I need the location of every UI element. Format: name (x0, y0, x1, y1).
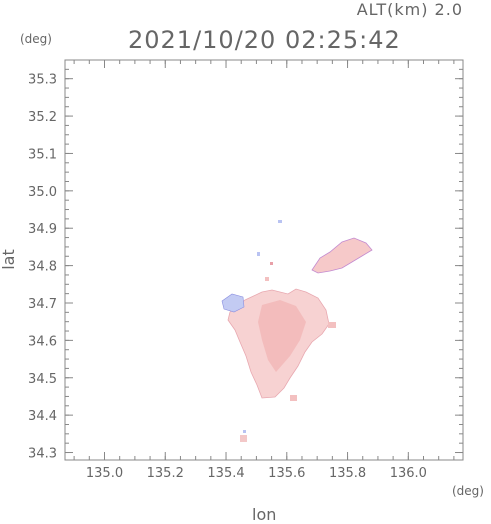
y-tick-label: 34.5 (28, 372, 57, 387)
y-tick-label: 34.3 (28, 447, 57, 462)
y-tick-label: 34.4 (28, 409, 57, 424)
y-tick-label: 35.2 (28, 110, 57, 125)
plot-frame (64, 59, 464, 461)
x-axis-label: lon (252, 505, 277, 524)
echo-speck (243, 430, 246, 433)
y-tick-label: 34.7 (28, 297, 57, 312)
echo-speck (265, 277, 269, 281)
echo-speck (278, 220, 282, 223)
x-tick-label: 135.8 (329, 466, 366, 481)
echo-core-region (258, 300, 306, 372)
x-tick-label: 135.6 (268, 466, 305, 481)
lat-unit-label: (deg) (20, 32, 52, 46)
altitude-label: ALT(km) 2.0 (356, 0, 463, 19)
y-tick-label: 34.6 (28, 334, 57, 349)
echo-northeast-cluster (311, 237, 373, 274)
echo-speck (290, 395, 297, 401)
echo-field (221, 220, 373, 442)
echo-speck (270, 262, 273, 265)
y-tick-label: 35.1 (28, 147, 57, 162)
y-tick-label: 35.3 (28, 73, 57, 88)
axis-ticks: 135.0 135.2 135.4 135.6 135.8 136.0 35.3 35.2 35… (28, 59, 463, 481)
x-tick-label: 135.2 (147, 466, 184, 481)
y-tick-label: 34.9 (28, 222, 57, 237)
y-tick-label: 34.8 (28, 260, 57, 275)
timestamp: 2021/10/20 02:25:42 (128, 26, 401, 54)
x-tick-label: 135.0 (86, 466, 123, 481)
echo-speck (328, 322, 336, 328)
lon-unit-label: (deg) (452, 484, 484, 498)
echo-speck (257, 252, 260, 256)
echo-negative-patch (221, 293, 245, 313)
echo-speck (240, 435, 247, 442)
y-tick-label: 35.0 (28, 185, 57, 200)
x-tick-label: 135.4 (207, 466, 244, 481)
x-tick-label: 136.0 (390, 466, 427, 481)
